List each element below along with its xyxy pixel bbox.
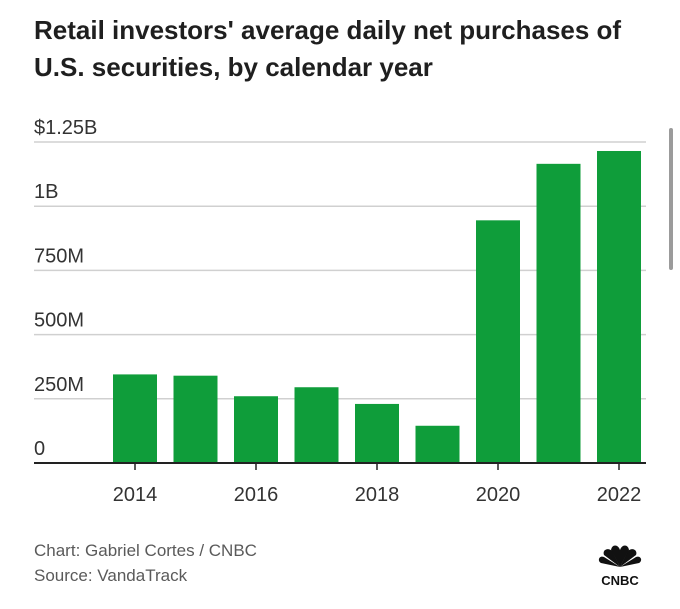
bars — [113, 150, 641, 463]
cnbc-logo: CNBC — [598, 545, 642, 588]
y-tick-label: 1B — [34, 181, 58, 203]
x-tick-label: 2020 — [476, 484, 521, 506]
bar-2015 — [173, 375, 218, 463]
chart-credit: Chart: Gabriel Cortes / CNBC — [34, 541, 257, 560]
chart-source: Source: VandaTrack — [34, 566, 188, 585]
x-tick-label: 2014 — [113, 484, 158, 506]
scrollbar[interactable] — [669, 128, 673, 270]
y-axis-ticks: 0 250M 500M 750M 1B $1.25B — [34, 117, 97, 460]
x-tick-label: 2016 — [234, 484, 279, 506]
logo-text: CNBC — [601, 573, 639, 588]
bar-2022 — [597, 150, 641, 463]
y-tick-label: 250M — [34, 374, 84, 396]
bar-2016 — [234, 396, 278, 463]
bar-2018 — [355, 403, 399, 463]
x-tick-label: 2022 — [597, 484, 642, 506]
bar-2014 — [113, 374, 157, 463]
bar-2019 — [415, 425, 460, 463]
y-tick-label: 750M — [34, 245, 84, 267]
bar-2017 — [294, 387, 339, 463]
x-axis: 2014 2016 2018 2020 2022 — [34, 462, 646, 506]
y-tick-label: 500M — [34, 310, 84, 332]
y-tick-label: $1.25B — [34, 117, 97, 139]
x-tick-label: 2018 — [355, 484, 400, 506]
bar-2020 — [476, 220, 520, 463]
bar-2021 — [536, 163, 581, 463]
chart-title: Retail investors' average daily net purc… — [34, 15, 622, 82]
y-tick-label: 0 — [34, 438, 45, 460]
